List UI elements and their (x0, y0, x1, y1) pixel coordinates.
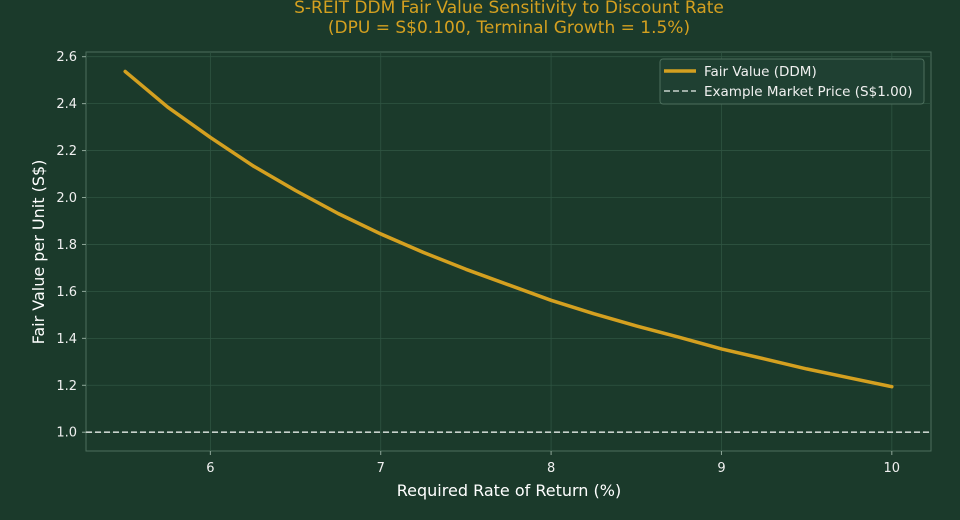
legend-box (659, 58, 925, 105)
plot-area-frame (85, 51, 932, 452)
legend-label-fair-value: Fair Value (DDM) (704, 64, 817, 80)
legend-label-market-price: Example Market Price (S$1.00) (704, 84, 913, 100)
y-tick-label: 2.2 (56, 144, 77, 159)
x-axis-label: Required Rate of Return (%) (397, 481, 621, 500)
y-axis-ticks: 1.0 1.2 1.4 1.6 1.8 2.0 2.2 2.4 2.6 (56, 50, 86, 441)
y-tick-label: 2.0 (56, 191, 77, 206)
y-tick-label: 1.8 (56, 238, 77, 253)
x-tick-label: 9 (717, 461, 725, 476)
y-tick-label: 2.6 (56, 50, 77, 65)
chart-subtitle: (DPU = S$0.100, Terminal Growth = 1.5%) (328, 18, 690, 38)
y-tick-label: 1.0 (56, 426, 77, 441)
x-tick-label: 10 (884, 461, 901, 476)
legend: Fair Value (DDM) Example Market Price (S… (659, 58, 925, 105)
grid-lines (86, 52, 931, 451)
y-tick-label: 1.2 (56, 379, 77, 394)
y-tick-label: 1.4 (56, 332, 77, 347)
y-tick-label: 2.4 (56, 97, 77, 112)
y-axis-label: Fair Value per Unit (S$) (29, 160, 48, 345)
series-layer (86, 69, 931, 434)
chart-title: S-REIT DDM Fair Value Sensitivity to Dis… (294, 0, 724, 18)
x-tick-label: 8 (547, 461, 555, 476)
x-axis-ticks: 6 7 8 9 10 (206, 451, 900, 476)
fair-value-line (123, 69, 894, 389)
x-tick-label: 6 (206, 461, 214, 476)
x-tick-label: 7 (377, 461, 385, 476)
y-tick-label: 1.6 (56, 285, 77, 300)
